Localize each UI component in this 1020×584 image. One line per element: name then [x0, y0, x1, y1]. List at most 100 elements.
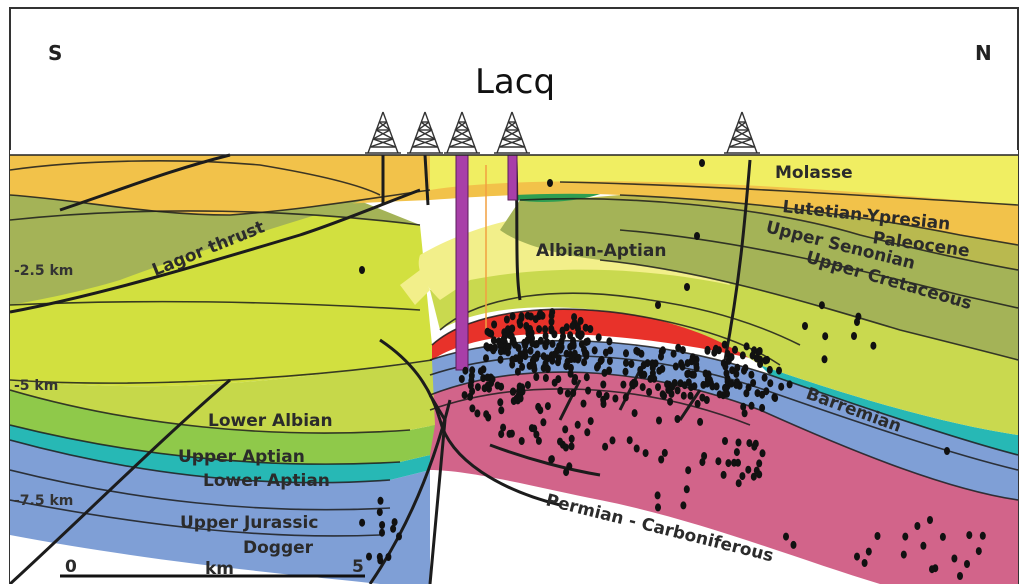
- seismic-event-dot: [533, 373, 540, 381]
- seismic-event-dot: [722, 437, 728, 445]
- seismic-event-dot: [503, 315, 510, 324]
- seismic-event-dot: [582, 323, 589, 332]
- seismic-event-dot: [646, 388, 653, 396]
- seismic-event-dot: [680, 391, 687, 400]
- seismic-event-dot: [587, 325, 594, 333]
- seismic-event-dot: [754, 389, 761, 398]
- seismic-event-dot: [548, 311, 555, 320]
- seismic-event-dot: [508, 429, 515, 438]
- seismic-event-dot: [761, 373, 768, 382]
- seismic-event-dot: [548, 324, 555, 333]
- seismic-event-dot: [532, 315, 539, 324]
- seismic-event-dot: [639, 383, 646, 392]
- seismic-event-dot: [680, 501, 687, 510]
- seismic-event-dot: [568, 442, 575, 451]
- seismic-event-dot: [631, 409, 638, 418]
- seismic-event-dot: [711, 348, 718, 357]
- seismic-event-dot: [571, 349, 578, 358]
- seismic-event-dot: [748, 370, 755, 379]
- paleocene-layer: [560, 195, 1018, 270]
- seismic-event-dot: [743, 342, 750, 351]
- seismic-event-dot: [979, 531, 986, 540]
- seismic-event-dot: [537, 309, 544, 318]
- seismic-event-dot: [684, 283, 690, 291]
- seismic-event-dot: [674, 415, 681, 423]
- seismic-event-dot: [584, 428, 591, 437]
- seismic-event-dot: [509, 312, 516, 321]
- south-label: S: [48, 41, 62, 65]
- seismic-event-dot: [518, 437, 525, 445]
- seismic-event-dot: [483, 354, 489, 363]
- seismic-event-dot: [914, 522, 921, 530]
- seismic-event-dot: [606, 357, 613, 365]
- seismic-event-dot: [484, 373, 491, 382]
- seismic-event-dot: [818, 301, 825, 310]
- seismic-event-dot: [549, 356, 556, 365]
- seismic-event-dot: [721, 340, 728, 349]
- seismic-event-dot: [549, 339, 556, 348]
- seismic-event-dot: [728, 379, 735, 388]
- seismic-event-dot: [377, 556, 384, 565]
- seismic-event-dot: [733, 369, 740, 378]
- seismic-event-dot: [517, 356, 524, 365]
- seismic-event-dot: [742, 364, 749, 373]
- seismic-event-dot: [734, 363, 741, 372]
- seismic-event-dot: [600, 380, 607, 389]
- seismic-event-dot: [644, 359, 651, 368]
- seismic-event-dot: [582, 349, 588, 358]
- seismic-event-dot: [939, 532, 946, 541]
- seismic-event-dot: [851, 332, 857, 340]
- seismic-event-dot: [567, 363, 574, 372]
- seismic-event-dot: [498, 382, 505, 391]
- seismic-event-dot: [694, 399, 701, 408]
- seismic-event-dot: [749, 351, 756, 360]
- seismic-event-dot: [571, 377, 578, 386]
- seismic-event-dot: [767, 379, 774, 388]
- seismic-event-dot: [704, 379, 711, 388]
- seismic-event-dot: [626, 436, 633, 445]
- seismic-event-dot: [379, 521, 386, 529]
- seismic-event-dot: [927, 516, 933, 524]
- depth-label-5: -5 km: [14, 378, 58, 394]
- seismic-event-dot: [658, 455, 665, 464]
- seismic-event-dot: [733, 380, 740, 389]
- seismic-event-dot: [509, 355, 516, 364]
- seismic-event-dot: [628, 360, 635, 368]
- seismic-event-dot: [469, 366, 476, 375]
- seismic-event-dot: [396, 532, 402, 541]
- seismic-event-dot: [766, 365, 773, 374]
- seismic-event-dot: [377, 496, 384, 505]
- seismic-event-dot: [461, 391, 468, 400]
- seismic-event-dot: [517, 394, 524, 403]
- upper-cretaceous-layer: [430, 259, 1018, 435]
- seismic-event-dot: [732, 345, 738, 354]
- seismic-event-dot: [508, 325, 515, 333]
- seismic-event-dot: [517, 320, 524, 329]
- seismic-event-dot: [633, 346, 640, 355]
- seismic-event-dot: [542, 325, 549, 334]
- seismic-event-dot: [690, 370, 697, 379]
- seismic-event-dot: [772, 394, 779, 402]
- seismic-event-dot: [498, 430, 505, 439]
- seismic-event-dot: [966, 531, 973, 540]
- seismic-event-dot: [519, 362, 526, 371]
- seismic-event-dot: [743, 389, 750, 398]
- seismic-event-dot: [759, 449, 766, 458]
- derrick-icon: [724, 111, 760, 154]
- seismic-event-dot: [684, 359, 691, 368]
- seismic-event-dot: [679, 346, 686, 355]
- seismic-event-dot: [870, 341, 877, 350]
- seismic-event-dot: [739, 472, 746, 481]
- seismic-event-dot: [694, 232, 700, 240]
- seismic-event-dot: [750, 379, 757, 387]
- seismic-event-dot: [527, 346, 534, 355]
- seismic-event-dot: [497, 355, 504, 364]
- seismic-event-dot: [739, 351, 746, 360]
- seismic-event-dot: [497, 398, 504, 407]
- seismic-event-dot: [514, 367, 521, 376]
- north-label: N: [975, 41, 992, 65]
- seismic-event-dot: [366, 552, 372, 561]
- seismic-event-dot: [715, 346, 722, 355]
- seismic-event-dot: [575, 324, 581, 333]
